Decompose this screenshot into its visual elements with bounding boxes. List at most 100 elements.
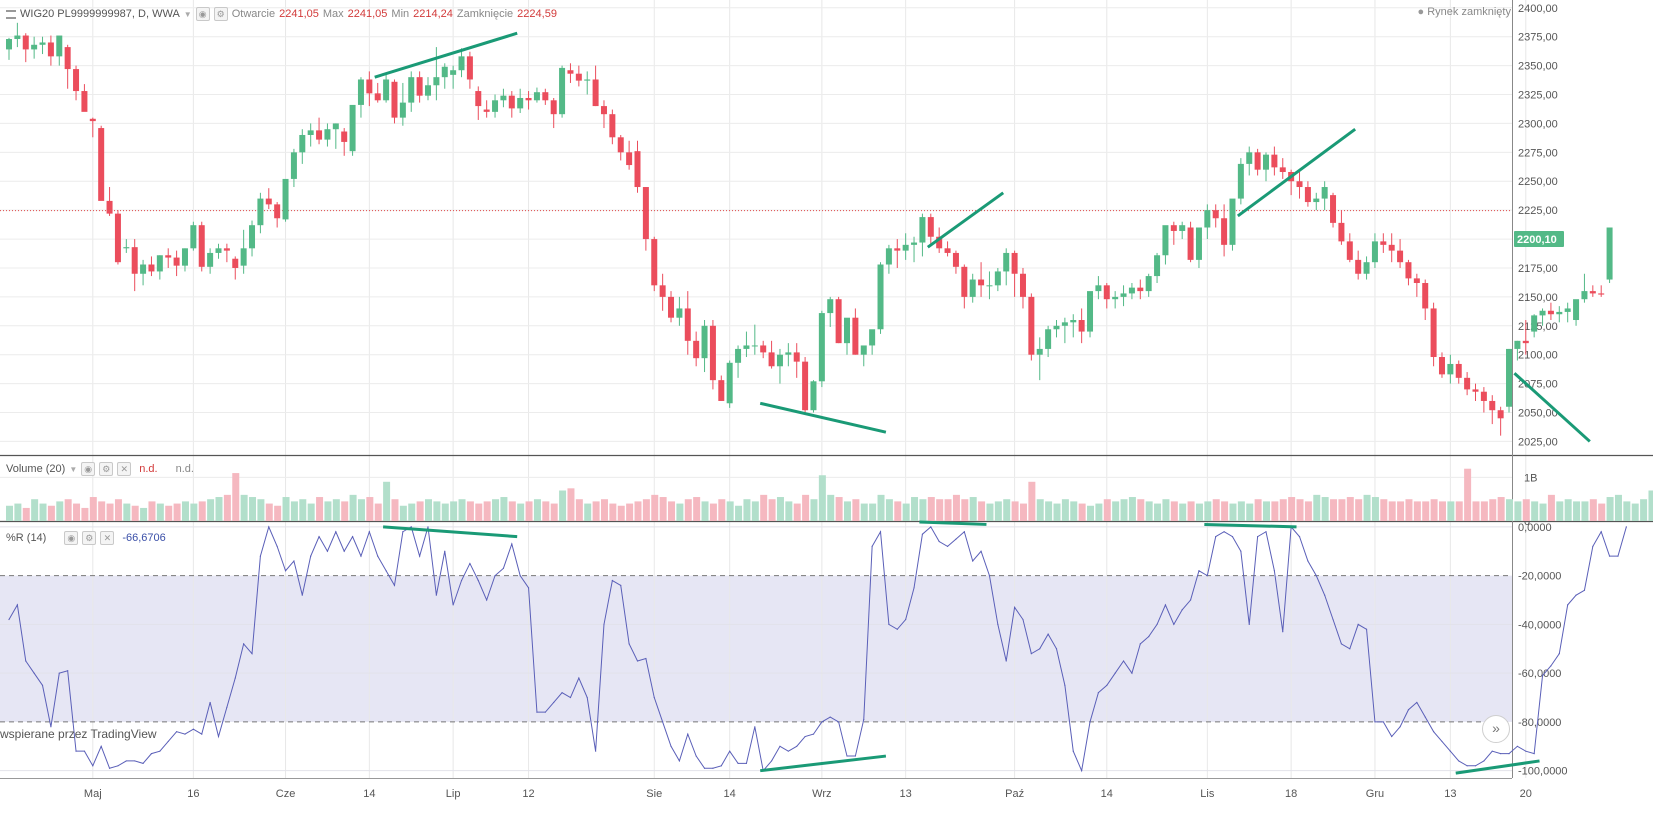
- candle: [600, 100, 607, 129]
- candle: [768, 340, 775, 369]
- wr-title[interactable]: %R (14): [6, 532, 47, 544]
- candle: [508, 91, 515, 118]
- menu-icon[interactable]: [6, 9, 16, 19]
- wr-point: [1030, 653, 1032, 655]
- candle: [114, 210, 121, 265]
- settings-icon[interactable]: ⚙: [99, 462, 114, 476]
- volume-bar: [1087, 505, 1095, 521]
- wr-point: [1039, 648, 1041, 650]
- candle: [1246, 146, 1253, 176]
- wr-point: [511, 543, 513, 545]
- volume-bar: [735, 505, 743, 521]
- wr-point: [92, 765, 94, 767]
- volume-bar: [1405, 499, 1413, 521]
- volume-bar: [1573, 501, 1581, 521]
- eye-icon[interactable]: ◉: [81, 462, 96, 476]
- candle-body: [1070, 320, 1077, 323]
- candle: [1036, 337, 1043, 381]
- chevron-down-icon[interactable]: ▼: [69, 464, 78, 474]
- settings-icon[interactable]: ⚙: [213, 7, 228, 21]
- candle-body: [1346, 241, 1353, 260]
- wr-point: [1114, 672, 1116, 674]
- wr-point: [494, 575, 496, 577]
- candle-body: [249, 225, 256, 249]
- wr-point: [1441, 740, 1443, 743]
- close-icon[interactable]: ✕: [117, 462, 132, 476]
- attribution[interactable]: wspierane przez TradingView: [0, 727, 157, 741]
- wr-point: [427, 526, 429, 528]
- volume-bar: [1346, 497, 1354, 521]
- volume-bar: [1506, 499, 1514, 521]
- volume-bar: [986, 503, 994, 521]
- candle: [1112, 291, 1119, 309]
- symbol-title[interactable]: WIG20 PL9999999987, D, WWA: [20, 8, 180, 20]
- volume-bar: [1455, 501, 1463, 521]
- candle: [332, 123, 339, 149]
- wr-point: [527, 587, 530, 589]
- candle-body: [1237, 163, 1244, 199]
- candle: [701, 320, 708, 373]
- wr-point: [1215, 536, 1217, 538]
- candle-body: [626, 152, 633, 166]
- candle: [399, 82, 406, 126]
- candle: [64, 44, 71, 89]
- candle-body: [902, 244, 909, 251]
- volume-bar: [978, 501, 986, 521]
- candle: [56, 35, 63, 66]
- volume-bar: [198, 501, 206, 521]
- eye-icon[interactable]: ◉: [195, 7, 210, 21]
- chevron-down-icon[interactable]: ▼: [183, 9, 192, 19]
- volume-bar: [416, 501, 424, 521]
- volume-bar: [31, 499, 39, 521]
- volume-title[interactable]: Volume (20): [6, 463, 66, 475]
- candle-body: [1279, 167, 1286, 172]
- volume-bar: [1489, 499, 1497, 521]
- candle-body: [802, 361, 809, 411]
- candle: [567, 63, 574, 83]
- candle: [852, 308, 859, 355]
- close-icon[interactable]: ✕: [100, 531, 115, 545]
- candle: [1313, 192, 1320, 211]
- volume-bar: [600, 499, 608, 521]
- volume-bar: [634, 501, 642, 521]
- time-tick-label: 14: [1101, 788, 1113, 800]
- candle: [885, 244, 892, 274]
- time-tick-label: 13: [1444, 788, 1456, 800]
- volume-bar: [307, 503, 315, 521]
- price-trendline: [926, 191, 1005, 249]
- scroll-to-realtime-button[interactable]: »: [1482, 715, 1510, 743]
- wr-point: [1122, 660, 1125, 662]
- eye-icon[interactable]: ◉: [64, 531, 79, 545]
- candle-body: [1422, 283, 1429, 309]
- candle-body: [1397, 250, 1404, 263]
- candle: [1438, 352, 1445, 378]
- candle: [760, 340, 767, 359]
- wr-point: [1500, 753, 1502, 755]
- wr-trendline: [382, 525, 518, 539]
- candle: [1061, 317, 1068, 344]
- settings-icon[interactable]: ⚙: [82, 531, 97, 545]
- candle-body: [1162, 225, 1169, 256]
- candle: [617, 134, 624, 161]
- candle: [274, 202, 281, 228]
- volume-bar: [550, 503, 558, 521]
- candle-body: [1154, 255, 1161, 277]
- candle: [634, 140, 641, 193]
- candle-body: [1087, 291, 1094, 332]
- wr-point: [1189, 599, 1192, 601]
- candle-body: [735, 348, 742, 363]
- volume-bar: [584, 503, 592, 521]
- candle: [1531, 314, 1538, 338]
- volume-bar: [215, 497, 223, 521]
- candle-body: [450, 70, 457, 75]
- wr-point: [75, 750, 77, 752]
- wr-point: [1198, 570, 1200, 572]
- candle: [1053, 320, 1060, 338]
- time-tick-label: Lip: [446, 788, 461, 800]
- volume-bar: [140, 507, 148, 521]
- candle: [718, 375, 725, 401]
- volume-bar: [408, 503, 416, 521]
- wr-point: [226, 706, 228, 708]
- candle: [316, 117, 323, 145]
